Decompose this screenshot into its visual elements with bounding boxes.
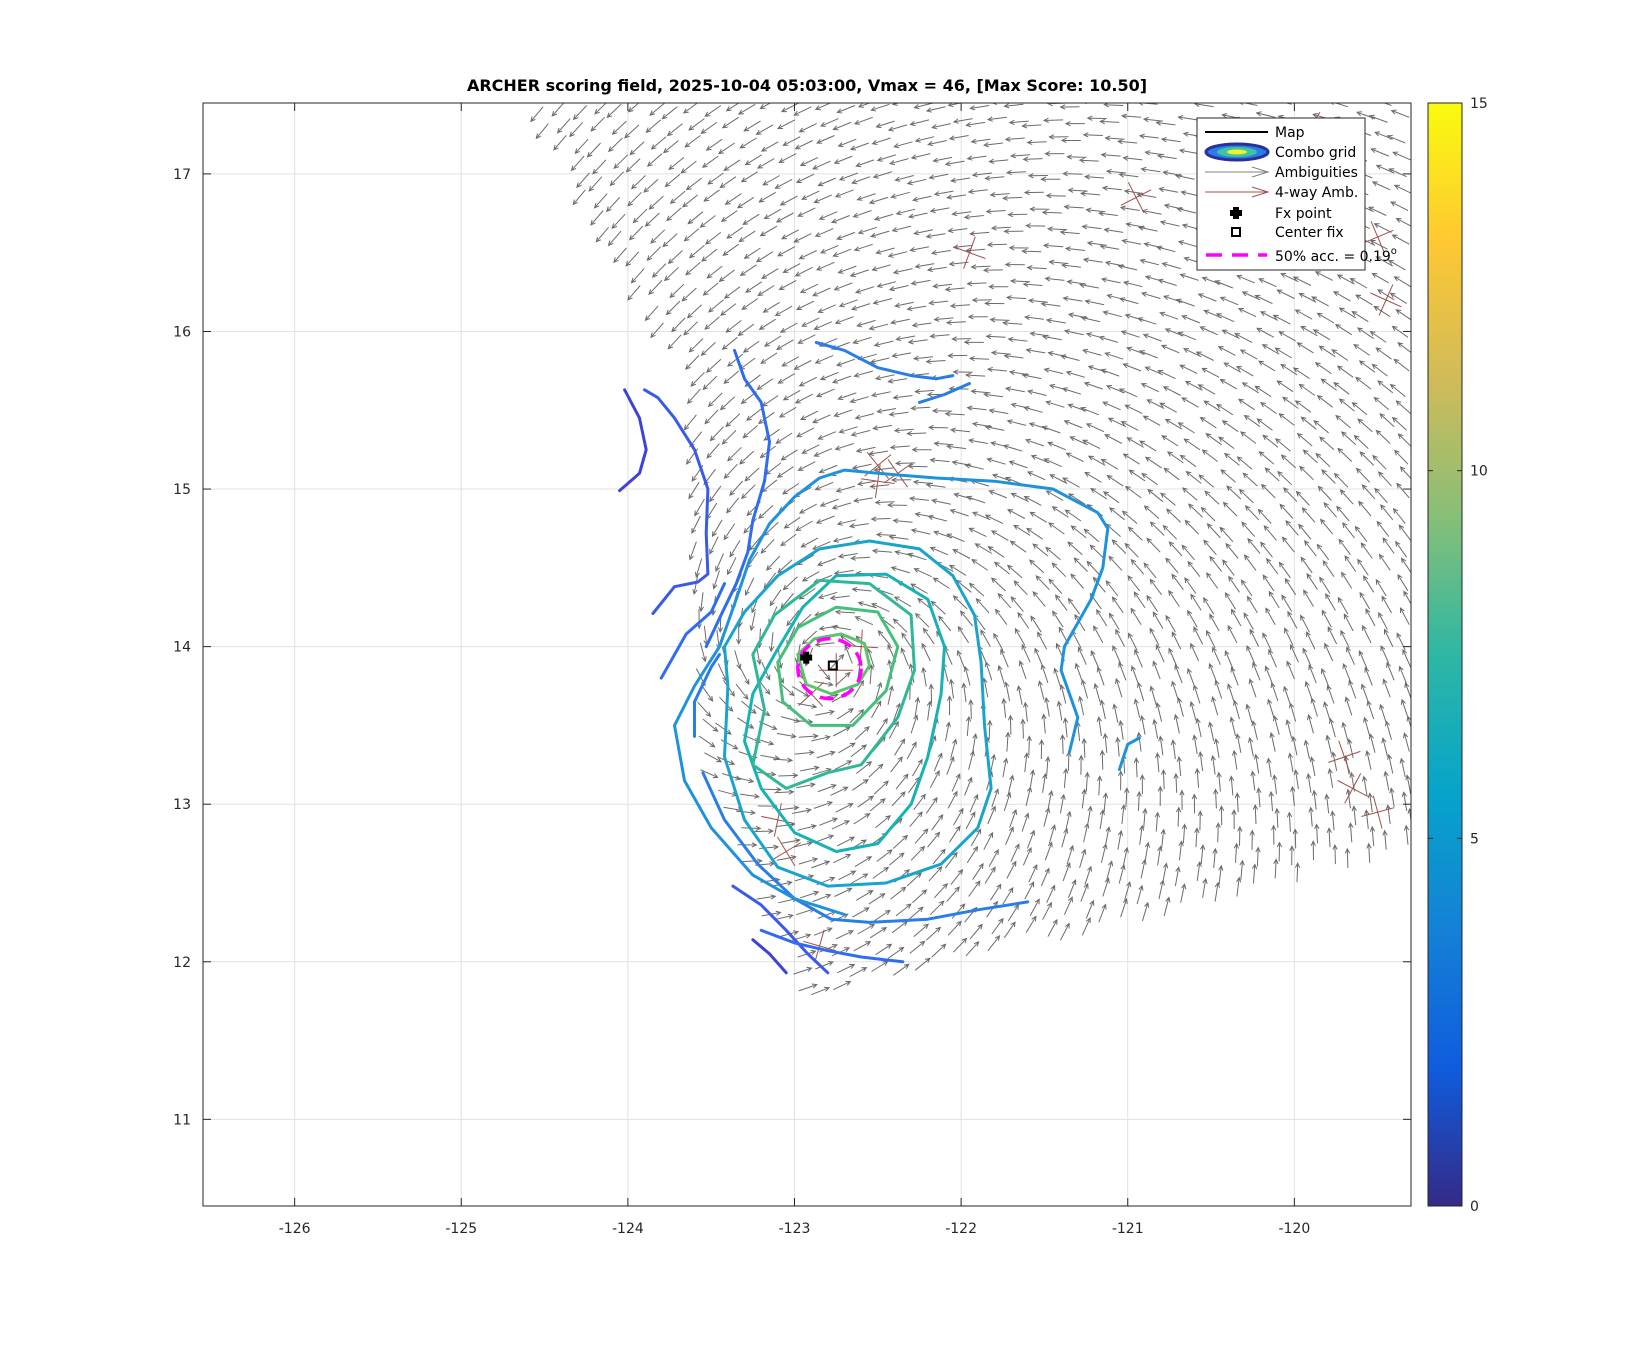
y-tick-label: 17 <box>173 167 191 183</box>
x-tick-label: -121 <box>1112 1221 1144 1237</box>
score-contour <box>776 605 900 727</box>
plot-frame <box>202 102 1412 1207</box>
legend-degree-superscript: o <box>1391 246 1397 257</box>
colorbar-ticks: 0 5 10 15 <box>1428 96 1488 1215</box>
score-contour <box>814 341 955 381</box>
score-contour <box>643 388 710 615</box>
y-tick-label: 16 <box>173 324 191 340</box>
y-tick-label: 14 <box>173 640 191 656</box>
score-contours <box>618 341 1141 975</box>
score-contour <box>701 771 1030 924</box>
x-tick-label: -123 <box>779 1221 811 1237</box>
y-tick-label: 12 <box>173 955 191 971</box>
legend-label-map: Map <box>1275 125 1305 141</box>
legend-label-accuracy: 50% acc. = 0.19o <box>1275 246 1397 265</box>
legend-label-fourway: 4-way Amb. <box>1275 185 1358 201</box>
score-contour <box>693 653 721 738</box>
legend-label-ambiguities: Ambiguities <box>1275 165 1358 181</box>
legend-combo-grid-icon <box>1204 142 1270 162</box>
score-contour <box>723 539 993 888</box>
fix-markers <box>796 636 863 701</box>
score-contour <box>759 928 905 964</box>
legend: Map Combo grid Ambiguities 4-way Amb. Fx… <box>1196 117 1397 271</box>
y-tick-label: 15 <box>173 482 191 498</box>
colorbar-tick-label: 5 <box>1470 831 1479 847</box>
center-fix-marker <box>827 660 838 671</box>
score-contour <box>751 938 788 975</box>
score-contour <box>918 382 971 404</box>
score-contour <box>751 578 916 790</box>
chart-title: ARCHER scoring field, 2025-10-04 05:03:0… <box>467 76 1147 95</box>
y-tick-label: 13 <box>173 797 191 813</box>
score-contour <box>796 632 871 696</box>
x-tick-label: -126 <box>279 1221 311 1237</box>
score-contour <box>704 348 771 649</box>
legend-center-fix-marker <box>1231 227 1241 237</box>
y-tick-label: 11 <box>173 1112 191 1128</box>
score-contour <box>618 388 648 493</box>
legend-label-center-fix: Center fix <box>1275 225 1344 241</box>
colorbar-tick-label: 10 <box>1470 464 1488 480</box>
x-tick-label: -125 <box>445 1221 477 1237</box>
accuracy-circle <box>796 636 863 701</box>
score-contour <box>731 884 830 975</box>
score-contour <box>659 582 726 680</box>
fx-point-marker <box>800 651 813 664</box>
legend-label-fx-point: Fx point <box>1275 206 1332 222</box>
colorbar-tick-label: 15 <box>1470 96 1488 112</box>
score-contour <box>673 468 1110 916</box>
legend-label-combo-grid: Combo grid <box>1275 145 1356 161</box>
x-tick-label: -124 <box>612 1221 644 1237</box>
colorbar <box>1427 102 1463 1207</box>
colorbar-tick-label: 0 <box>1470 1199 1479 1215</box>
legend-fourway-arrow-icon <box>1205 186 1270 198</box>
axis-ticks: -126 -125 -124 -123 -122 -121 -120 11 12 13 14 15 16… <box>173 103 1411 1237</box>
legend-ambiguity-arrow-icon <box>1205 166 1270 178</box>
plot-content <box>530 103 1411 996</box>
score-contour <box>1117 736 1141 771</box>
legend-fx-point-marker <box>1230 207 1242 219</box>
x-tick-label: -120 <box>1278 1221 1310 1237</box>
x-tick-label: -122 <box>945 1221 977 1237</box>
